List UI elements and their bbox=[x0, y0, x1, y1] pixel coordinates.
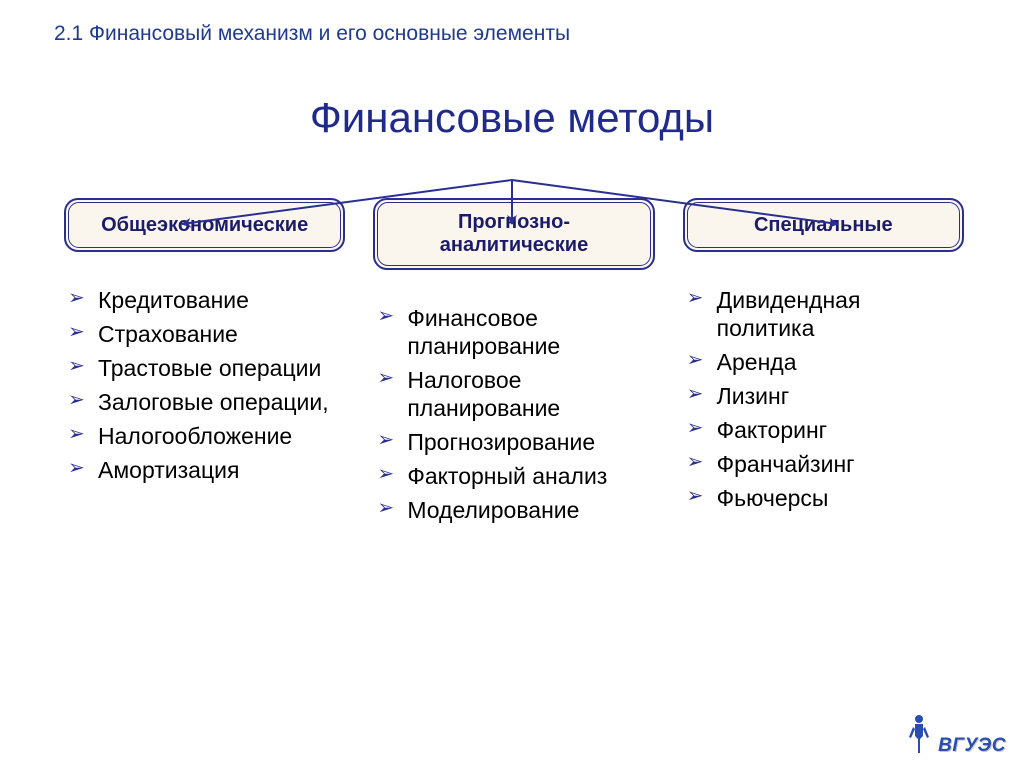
category-col-1: Прогнозно- аналитические Финансовое план… bbox=[373, 198, 654, 530]
list-item: Налоговое планирование bbox=[377, 366, 654, 422]
category-box: Специальные bbox=[683, 198, 964, 252]
category-columns: Общеэкономические Кредитование Страхован… bbox=[0, 198, 1024, 530]
list-item: Страхование bbox=[68, 320, 345, 348]
list-item: Факторинг bbox=[687, 416, 964, 444]
list-item: Факторный анализ bbox=[377, 462, 654, 490]
list-item: Прогнозирование bbox=[377, 428, 654, 456]
logo-text: ВГУЭС bbox=[938, 735, 1006, 757]
list-item: Амортизация bbox=[68, 456, 345, 484]
list-item: Фьючерсы bbox=[687, 484, 964, 512]
list-item: Кредитование bbox=[68, 286, 345, 314]
category-col-2: Специальные Дивидендная политика Аренда … bbox=[683, 198, 964, 530]
category-label: Специальные bbox=[687, 202, 960, 248]
list-item: Налогообложение bbox=[68, 422, 345, 450]
footer-logo: ВГУЭС bbox=[906, 713, 1006, 757]
logo-icon bbox=[906, 713, 932, 757]
list-item: Дивидендная политика bbox=[687, 286, 964, 342]
item-list-0: Кредитование Страхование Трастовые опера… bbox=[64, 286, 345, 484]
category-box: Прогнозно- аналитические bbox=[373, 198, 654, 270]
item-list-1: Финансовое планирование Налоговое планир… bbox=[373, 304, 654, 524]
list-item: Лизинг bbox=[687, 382, 964, 410]
slide-header: 2.1 Финансовый механизм и его основные э… bbox=[0, 0, 1024, 46]
list-item: Залоговые операции, bbox=[68, 388, 345, 416]
item-list-2: Дивидендная политика Аренда Лизинг Факто… bbox=[683, 286, 964, 512]
list-item: Моделирование bbox=[377, 496, 654, 524]
list-item: Трастовые операции bbox=[68, 354, 345, 382]
slide-title: Финансовые методы bbox=[0, 94, 1024, 142]
category-col-0: Общеэкономические Кредитование Страхован… bbox=[64, 198, 345, 530]
list-item: Франчайзинг bbox=[687, 450, 964, 478]
category-label: Общеэкономические bbox=[68, 202, 341, 248]
list-item: Финансовое планирование bbox=[377, 304, 654, 360]
list-item: Аренда bbox=[687, 348, 964, 376]
category-label: Прогнозно- аналитические bbox=[377, 202, 650, 266]
category-box: Общеэкономические bbox=[64, 198, 345, 252]
